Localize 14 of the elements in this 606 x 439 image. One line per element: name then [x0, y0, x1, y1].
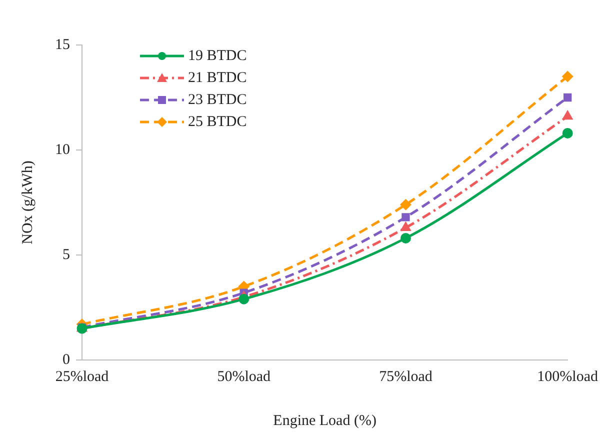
x-tick-label: 25%load	[55, 368, 110, 385]
legend-label: 21 BTDC	[188, 70, 247, 86]
y-tick-label: 0	[62, 352, 70, 368]
y-tick-label: 10	[55, 142, 70, 158]
legend-label: 25 BTDC	[188, 114, 247, 130]
legend-label: 23 BTDC	[188, 92, 247, 108]
y-axis-title: NOx (g/kWh)	[20, 160, 36, 244]
legend-label: 19 BTDC	[188, 48, 247, 64]
x-tick-label: 50%load	[217, 368, 272, 385]
y-tick-label: 15	[55, 36, 70, 53]
x-axis-title: Engine Load (%)	[273, 412, 376, 429]
x-tick-label: 100%load	[537, 368, 598, 385]
x-tick-label: 75%load	[379, 368, 433, 385]
y-tick-label: 5	[62, 246, 70, 263]
